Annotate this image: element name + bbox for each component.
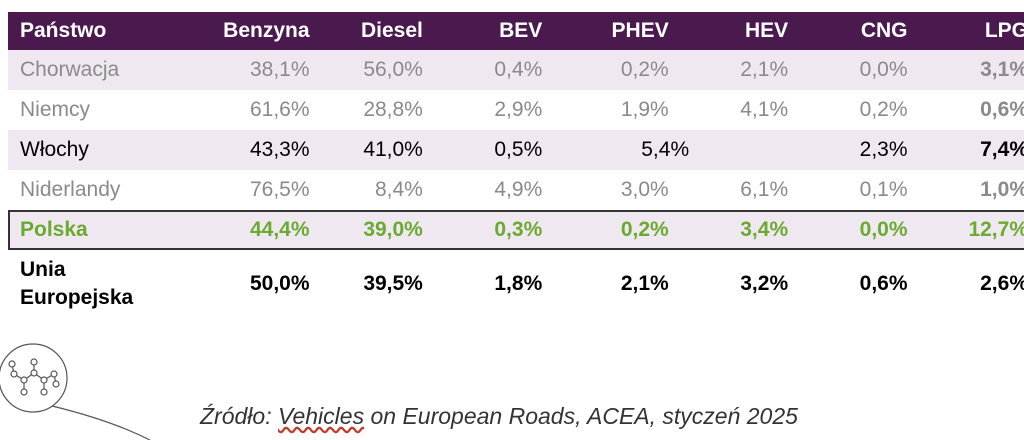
table-row-niemcy: Niemcy 61,6% 28,8% 2,9% 1,9% 4,1% 0,2% 0… bbox=[8, 90, 1024, 130]
cell-cng: 0,0% bbox=[859, 58, 908, 81]
header-benzyna: Benzyna bbox=[223, 19, 310, 42]
cell-lpg: 1,0% bbox=[980, 178, 1024, 201]
source-link: Vehicles bbox=[277, 403, 365, 429]
header-hev: HEV bbox=[744, 19, 789, 42]
data-table: Państwo Benzyna Diesel BEV PHEV HEV CNG … bbox=[8, 12, 1024, 318]
cell-country: Chorwacja bbox=[20, 58, 120, 81]
cell-benzyna: 50,0% bbox=[249, 272, 310, 295]
cell-country: Niemcy bbox=[20, 98, 91, 121]
cell-diesel: 39,0% bbox=[363, 218, 423, 241]
table-row-chorwacja: Chorwacja 38,1% 56,0% 0,4% 0,2% 2,1% 0,0… bbox=[8, 50, 1024, 90]
cell-hev: 4,1% bbox=[740, 98, 789, 121]
cell-bev: 0,3% bbox=[494, 218, 543, 241]
cell-diesel: 28,8% bbox=[363, 98, 423, 121]
source-prefix: Źródło: bbox=[200, 403, 278, 429]
cell-cng: 0,1% bbox=[859, 178, 908, 201]
country-line-1: Unia bbox=[20, 258, 66, 281]
source-rest: on European Roads, ACEA, styczeń 2025 bbox=[364, 403, 798, 429]
source-note: Źródło: Vehicles on European Roads, ACEA… bbox=[200, 403, 798, 430]
cell-bev: 0,4% bbox=[494, 58, 543, 81]
header-country: Państwo bbox=[20, 19, 107, 42]
country-line-2: Europejska bbox=[20, 286, 134, 309]
table-row-unia-europejska: Unia Europejska 50,0% 39,5% 1,8% 2,1% 3,… bbox=[8, 250, 1024, 318]
header-diesel: Diesel bbox=[360, 19, 423, 42]
cell-country: Unia Europejska bbox=[8, 250, 190, 318]
header-cng: CNG bbox=[860, 19, 908, 42]
cell-lpg: 3,1% bbox=[980, 58, 1024, 81]
cell-cng: 0,2% bbox=[859, 98, 908, 121]
cell-hev: 2,1% bbox=[740, 58, 789, 81]
cell-bev: 0,5% bbox=[494, 138, 543, 161]
cell-diesel: 8,4% bbox=[374, 178, 423, 201]
cell-lpg: 12,7% bbox=[968, 218, 1024, 241]
table-row-wlochy: Włochy 43,3% 41,0% 0,5% 5,4% 2,3% 7,4% bbox=[8, 130, 1024, 170]
cell-benzyna: 76,5% bbox=[249, 178, 310, 201]
cell-benzyna: 38,1% bbox=[249, 58, 310, 81]
cell-country: Niderlandy bbox=[20, 178, 121, 201]
cell-phev: 3,0% bbox=[620, 178, 669, 201]
molecule-icon bbox=[0, 343, 151, 440]
cell-cng: 0,0% bbox=[859, 218, 908, 241]
cell-phev: 1,9% bbox=[620, 98, 669, 121]
cell-lpg: 7,4% bbox=[980, 138, 1024, 161]
cell-country: Polska bbox=[20, 218, 88, 241]
table-row-polska-highlighted: Polska 44,4% 39,0% 0,3% 0,2% 3,4% 0,0% 1… bbox=[8, 210, 1024, 250]
header-bev: BEV bbox=[499, 19, 543, 42]
cell-diesel: 41,0% bbox=[363, 138, 423, 161]
cell-phev: 0,2% bbox=[620, 218, 669, 241]
table-row-niderlandy: Niderlandy 76,5% 8,4% 4,9% 3,0% 6,1% 0,1… bbox=[8, 170, 1024, 210]
cell-benzyna: 44,4% bbox=[249, 218, 310, 241]
cell-bev: 1,8% bbox=[494, 272, 543, 295]
cell-cng: 2,3% bbox=[859, 138, 908, 161]
cell-bev: 2,9% bbox=[494, 98, 543, 121]
cell-diesel: 39,5% bbox=[363, 272, 423, 295]
cell-diesel: 56,0% bbox=[363, 58, 423, 81]
cell-hev: 3,4% bbox=[740, 218, 789, 241]
cell-cng: 0,6% bbox=[859, 272, 908, 295]
cell-phev: 0,2% bbox=[620, 58, 669, 81]
cell-lpg: 0,6% bbox=[980, 98, 1024, 121]
header-row: Państwo Benzyna Diesel BEV PHEV HEV CNG … bbox=[8, 12, 1024, 50]
cell-phev-hev-merged: 5,4% bbox=[641, 138, 690, 161]
header-phev: PHEV bbox=[611, 19, 669, 42]
cell-benzyna: 43,3% bbox=[249, 138, 310, 161]
cell-hev: 6,1% bbox=[740, 178, 789, 201]
cell-bev: 4,9% bbox=[494, 178, 543, 201]
header-lpg: LPG bbox=[984, 19, 1024, 42]
cell-benzyna: 61,6% bbox=[249, 98, 310, 121]
cell-hev: 3,2% bbox=[740, 272, 789, 295]
cell-country: Włochy bbox=[20, 138, 89, 161]
cell-lpg: 2,6% bbox=[980, 272, 1024, 295]
cell-phev: 2,1% bbox=[620, 272, 669, 295]
